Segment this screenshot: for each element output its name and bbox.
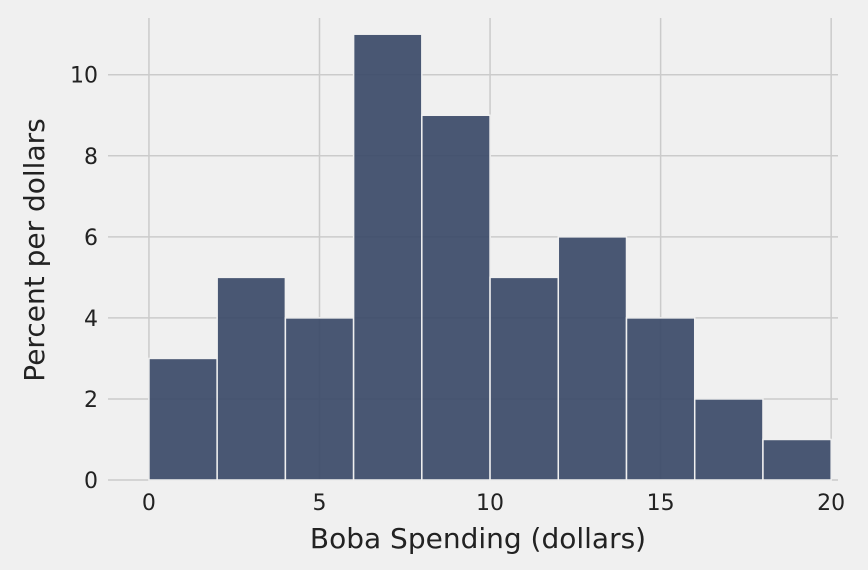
y-tick-label-4: 4 — [84, 307, 98, 332]
y-tick-label-10: 10 — [70, 64, 98, 89]
x-tick-label-20: 20 — [817, 491, 845, 516]
y-tick-labels: 0 2 4 6 8 10 — [70, 64, 98, 494]
bar-16-18 — [693, 398, 764, 481]
x-tick-label-10: 10 — [476, 491, 504, 516]
bar-14-16 — [625, 317, 696, 481]
bar-10-12 — [489, 276, 560, 481]
x-tick-label-0: 0 — [142, 491, 156, 516]
bar-6-8 — [352, 33, 423, 481]
y-axis-title: Percent per dollars — [18, 118, 51, 381]
bar-2-4 — [216, 276, 287, 481]
bar-8-10 — [421, 114, 491, 481]
bar-18-20 — [762, 438, 832, 481]
x-axis-title: Boba Spending (dollars) — [310, 522, 646, 555]
bar-0-2 — [148, 357, 218, 481]
bar-4-6 — [284, 317, 355, 481]
x-tick-label-15: 15 — [647, 491, 675, 516]
y-tick-label-6: 6 — [84, 226, 98, 251]
bars — [148, 33, 832, 481]
y-tick-label-2: 2 — [84, 388, 98, 413]
y-tick-label-8: 8 — [84, 145, 98, 170]
x-tick-label-5: 5 — [312, 491, 326, 516]
bar-12-14 — [557, 236, 628, 481]
x-tick-labels: 0 5 10 15 20 — [142, 491, 845, 516]
y-tick-label-0: 0 — [84, 469, 98, 494]
